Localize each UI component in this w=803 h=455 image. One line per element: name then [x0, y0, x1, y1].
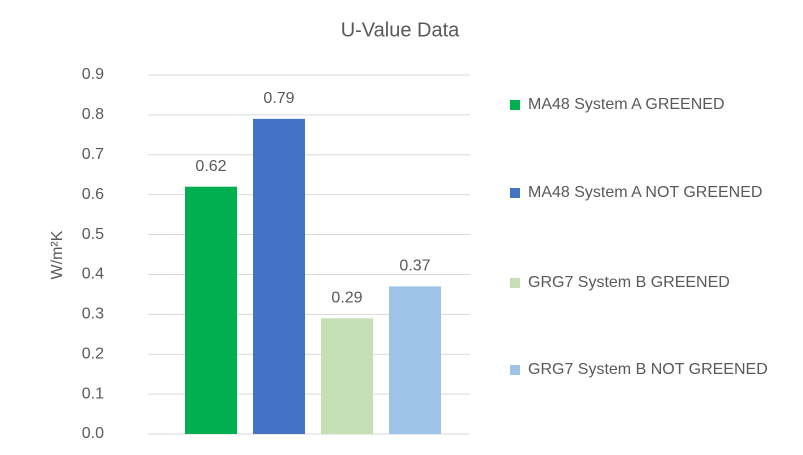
- data-label: 0.79: [263, 90, 294, 107]
- legend-swatch: [510, 100, 520, 110]
- legend-item: GRG7 System B GREENED: [510, 268, 795, 297]
- y-tick-label: 0.0: [82, 425, 104, 442]
- legend-label: GRG7 System B GREENED: [528, 274, 730, 291]
- legend-item: GRG7 System B NOT GREENED: [510, 355, 795, 384]
- legend-item: MA48 System A GREENED: [510, 90, 795, 119]
- legend-swatch: [510, 365, 520, 375]
- data-label: 0.29: [331, 290, 362, 307]
- y-tick-label: 0.3: [82, 306, 104, 323]
- legend-item: MA48 System A NOT GREENED: [510, 178, 795, 207]
- y-tick-label: 0.7: [82, 146, 104, 163]
- y-tick-label: 0.2: [82, 345, 104, 362]
- legend-label: GRG7 System B NOT GREENED: [528, 361, 768, 378]
- legend-swatch: [510, 188, 520, 198]
- chart-title: U-Value Data: [341, 19, 460, 41]
- y-axis-label: W/m²K: [49, 230, 66, 279]
- y-tick-label: 0.8: [82, 106, 104, 123]
- bar: [389, 286, 441, 434]
- y-tick-label: 0.6: [82, 186, 104, 203]
- y-tick-label: 0.1: [82, 385, 104, 402]
- legend-swatch: [510, 278, 520, 288]
- y-tick-label: 0.5: [82, 226, 104, 243]
- data-label: 0.62: [195, 158, 226, 175]
- legend-label: MA48 System A GREENED: [528, 96, 725, 113]
- bar: [321, 318, 373, 434]
- y-tick-label: 0.9: [82, 66, 104, 83]
- bar: [185, 186, 237, 434]
- bar: [253, 118, 305, 434]
- y-tick-label: 0.4: [82, 266, 104, 283]
- legend-label: MA48 System A NOT GREENED: [528, 184, 763, 201]
- data-label: 0.37: [399, 258, 430, 275]
